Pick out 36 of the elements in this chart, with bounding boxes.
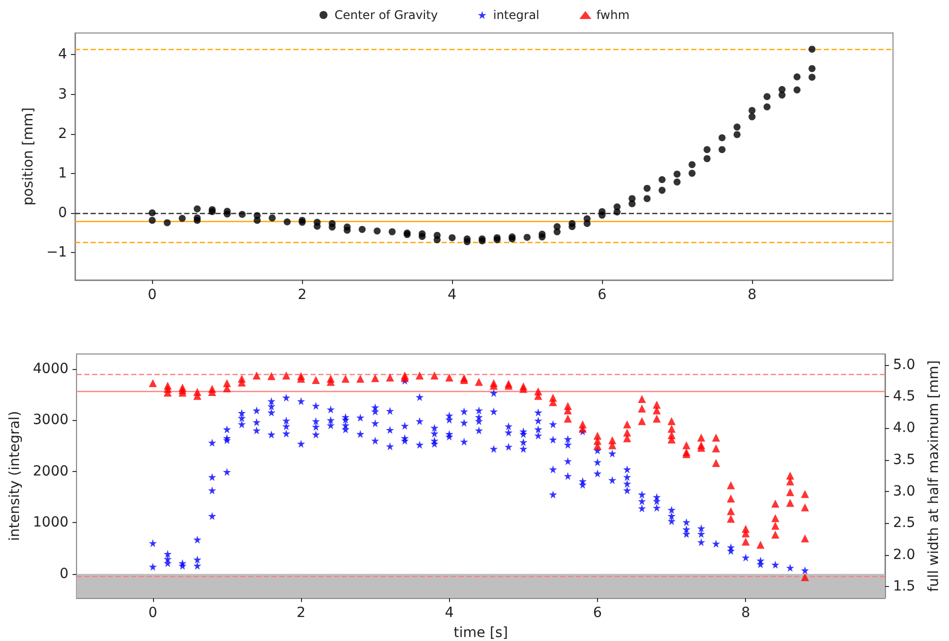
y2-axis-title: full width at half maximum [mm] — [926, 360, 942, 592]
y2-tick-label: 2.0 — [893, 546, 916, 563]
y2-tick-label: 3.5 — [893, 452, 916, 468]
x-tick-label: 4 — [444, 605, 454, 621]
y-tick-label: 2000 — [32, 463, 69, 480]
x-tick-label: 8 — [748, 287, 757, 303]
x-tick-label: 2 — [296, 605, 306, 621]
x-tick-label: 0 — [148, 605, 158, 621]
y2-tick-label: 4.0 — [893, 420, 916, 436]
y-tick-label: 1 — [58, 165, 67, 182]
legend-label: integral — [493, 8, 540, 22]
y-tick-label: −1 — [46, 244, 67, 260]
legend-label: Center of Gravity — [334, 8, 438, 22]
y-tick-label: 4 — [58, 46, 68, 63]
y-tick-label: 1000 — [32, 514, 69, 531]
x-tick-label: 2 — [298, 287, 307, 303]
y-tick-label: 0 — [60, 566, 69, 582]
x-tick-label: 6 — [598, 287, 607, 303]
y-tick-label: 2 — [58, 126, 67, 142]
y2-tick-label: 3.0 — [893, 484, 916, 500]
legend-label: fwhm — [596, 8, 630, 22]
y2-tick-label: 5.0 — [893, 356, 916, 373]
y-tick-label: 4000 — [32, 360, 69, 377]
y-tick-label: 3 — [58, 86, 67, 102]
y2-tick-label: 1.5 — [893, 578, 916, 595]
y-tick-label: 0 — [58, 204, 67, 221]
y-axis-title: intensity (integral) — [7, 410, 23, 542]
x-tick-label: 8 — [741, 605, 750, 621]
y2-tick-label: 4.5 — [893, 388, 916, 404]
x-tick-label: 4 — [448, 287, 457, 303]
y2-tick-label: 2.5 — [893, 515, 916, 532]
x-axis-title: time [s] — [454, 625, 508, 641]
y-axis-title: position [mm] — [20, 107, 36, 206]
x-tick-label: 6 — [593, 605, 602, 621]
x-tick-label: 0 — [148, 287, 157, 303]
y-tick-label: 3000 — [32, 412, 69, 428]
